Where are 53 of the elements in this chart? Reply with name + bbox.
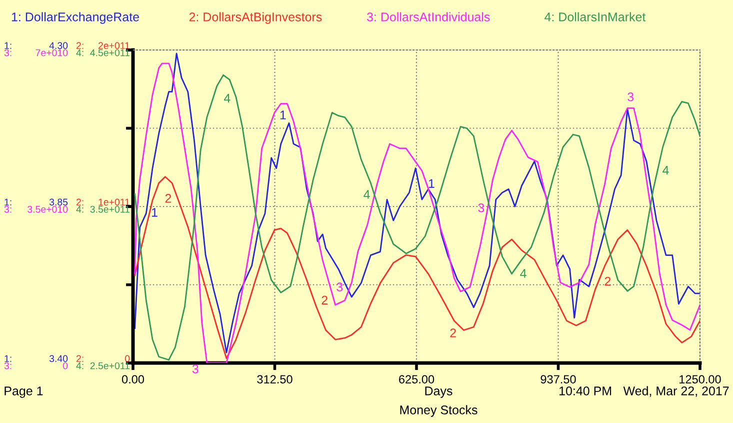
text: 1: xyxy=(4,42,12,49)
y-tick-label: 0 xyxy=(124,355,130,362)
y-tick-label: 3.5e+011 xyxy=(90,206,130,213)
y-tick-label: 3.40 xyxy=(49,355,68,362)
text: Money Stocks xyxy=(400,405,478,417)
text: Wed, Mar 22, 2017 xyxy=(623,386,729,397)
text: 1: DollarExchangeRate xyxy=(12,12,139,24)
x-axis-title: Days xyxy=(425,386,452,398)
text: 2: xyxy=(76,198,84,206)
x-tick-label: 937.50 xyxy=(540,375,576,384)
y-tick-label: 3.85 xyxy=(49,198,68,206)
y-tick-label: 2e+011 xyxy=(98,42,130,50)
text: Page 1 xyxy=(4,386,43,398)
annotation: 4 xyxy=(364,190,370,199)
text: 3: xyxy=(4,206,12,213)
y-tick-label: 7e+010 xyxy=(36,49,68,56)
text: 4: DollarsInMarket xyxy=(544,12,646,22)
annotation: 3 xyxy=(628,92,634,102)
text: 4: xyxy=(76,49,84,56)
text: 1: xyxy=(4,198,12,206)
y-tick-label: 2.5e+011 xyxy=(90,362,130,370)
y-tick-label: 0 xyxy=(62,362,68,370)
text: 2: xyxy=(76,355,84,362)
text: 2: DollarsAtBigInvestors xyxy=(189,12,322,24)
annotation: 4 xyxy=(520,269,526,278)
annotation: 1 xyxy=(428,179,434,188)
y-tick-label: 1e+011 xyxy=(98,198,130,206)
text: 4: xyxy=(76,362,84,370)
x-tick-label: 1250.00 xyxy=(680,375,721,384)
annotation: 4 xyxy=(224,94,230,102)
x-tick-label: 625.00 xyxy=(399,375,434,384)
text: 2: xyxy=(76,42,84,49)
text: 3: xyxy=(4,362,12,370)
annotation: 2 xyxy=(165,194,172,203)
text: 1: xyxy=(4,355,12,362)
text: 3: xyxy=(4,49,12,56)
annotation: 2 xyxy=(450,328,456,338)
text: 4: xyxy=(76,206,84,213)
y-tick-label: 4.5e+011 xyxy=(90,49,130,56)
text: 10:40 PM xyxy=(560,386,612,396)
annotation: 1 xyxy=(152,208,158,217)
y-tick-label: 3.5e+010 xyxy=(28,206,68,213)
x-tick-label: 0.00 xyxy=(122,375,144,384)
annotation: 3 xyxy=(192,364,198,374)
annotation: 3 xyxy=(478,203,484,212)
annotation: 4 xyxy=(662,166,669,174)
text: 3: DollarsAtIndividuals xyxy=(366,12,490,22)
annotation: 2 xyxy=(604,276,611,286)
annotation: 2 xyxy=(322,296,328,304)
annotation: 1 xyxy=(280,110,286,120)
y-tick-label: 4.30 xyxy=(49,42,68,50)
annotation: 3 xyxy=(336,282,343,292)
x-tick-label: 312.50 xyxy=(257,375,292,384)
